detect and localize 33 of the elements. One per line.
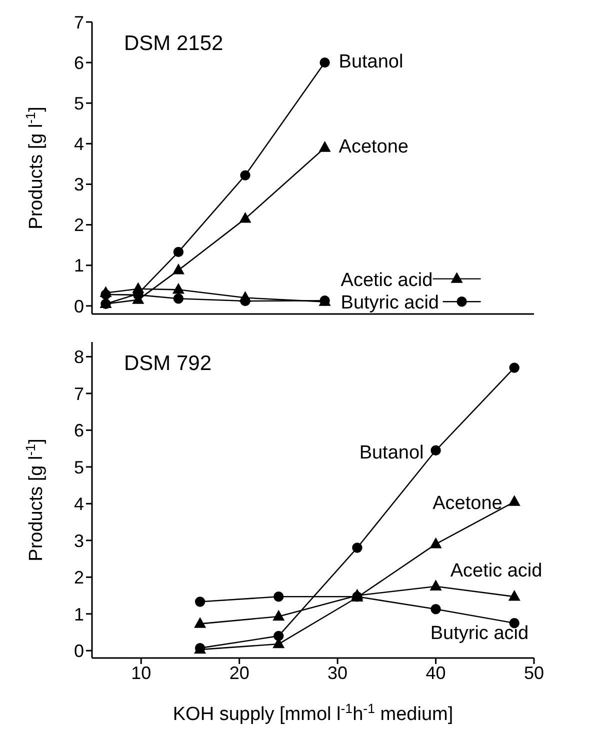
series-label: Butanol [338, 52, 404, 73]
y-tick-label: 6 [74, 52, 84, 73]
y-tick-label: 2 [74, 568, 84, 588]
legend-label: Butyric acid [340, 292, 439, 314]
y-tick-label: 4 [74, 134, 84, 154]
y-tick-label: 1 [74, 604, 84, 624]
y-tick-label: 1 [74, 256, 84, 276]
text: DSM 792 [124, 352, 212, 376]
x-tick-label: 10 [131, 662, 152, 683]
x-axis-title: KOH supply [mmol l$^{-1}$h$^{-1}$ medium] [172, 700, 454, 725]
x-tick-label: 50 [524, 662, 544, 683]
y-tick-label: 5 [74, 457, 84, 478]
series-label: Acetone [338, 136, 409, 158]
x-tick-label: 20 [229, 662, 250, 683]
series-label: Acetone [432, 492, 502, 514]
series-label: Butyric acid [430, 623, 529, 644]
y-tick-label: 6 [74, 420, 84, 441]
y-tick-label: 8 [74, 347, 84, 368]
y-tick-label: 4 [74, 494, 84, 514]
x-tick-label: 30 [328, 662, 348, 683]
legend-label: Acetic acid [340, 270, 433, 291]
y-tick-label: 0 [74, 296, 84, 316]
text: DSM 2152 [124, 32, 224, 56]
y-tick-label: 3 [74, 530, 84, 551]
y-tick-label: 0 [74, 641, 84, 662]
y-tick-label: 5 [74, 94, 84, 114]
y-tick-label: 7 [74, 384, 84, 404]
series-label: Butanol [359, 442, 424, 464]
y-tick-label: 7 [74, 12, 84, 32]
y-tick-label: 3 [74, 174, 84, 195]
series-label: Acetic acid [450, 560, 542, 582]
x-tick-label: 40 [426, 662, 446, 683]
y-tick-label: 2 [74, 215, 84, 236]
